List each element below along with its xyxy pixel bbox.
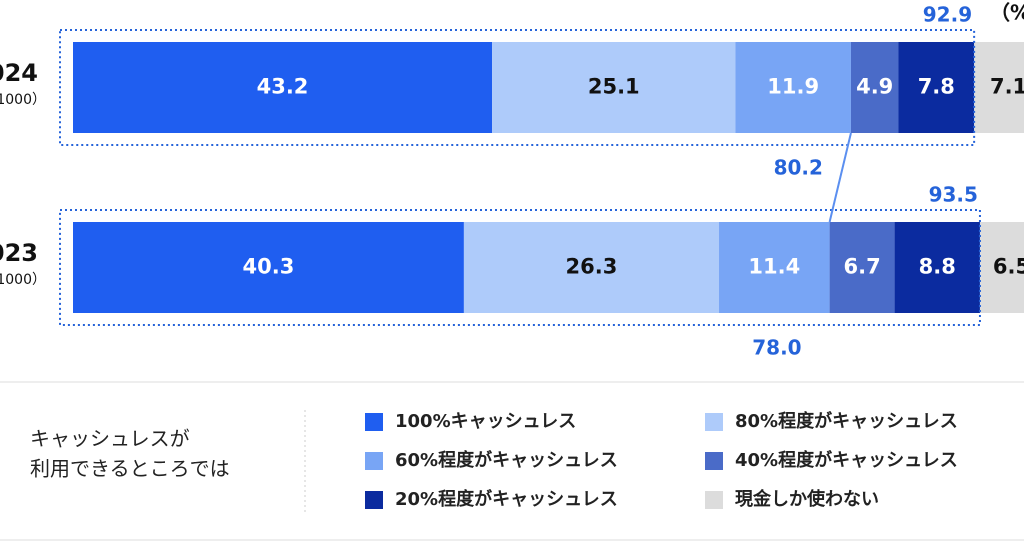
value-label: 26.3 (566, 255, 618, 279)
legend-swatch (705, 452, 723, 470)
value-label: 7.8 (918, 75, 955, 99)
legend-swatch (705, 491, 723, 509)
category-label: 024 (0, 59, 38, 87)
legend-swatch (365, 452, 383, 470)
category-note: 1000） (0, 272, 46, 288)
annotation-label: 78.0 (752, 336, 801, 360)
annotation-box (59, 29, 976, 146)
bar-segment (719, 222, 830, 313)
legend-swatch (705, 413, 723, 431)
bar-segment (73, 42, 493, 133)
legend-label: 20%程度がキャッシュレス (395, 488, 618, 510)
unit-label: （% (990, 1, 1024, 25)
bar-segment (735, 42, 851, 133)
value-label: 25.1 (588, 75, 640, 99)
bar-segment (979, 222, 1024, 313)
legend-title: 利用できるところでは (30, 457, 230, 481)
bar-segment (898, 42, 975, 133)
legend-label: 現金しか使わない (735, 488, 879, 510)
value-label: 43.2 (257, 75, 309, 99)
legend-swatch (365, 413, 383, 431)
value-label: 6.5 (993, 255, 1024, 279)
value-label: 8.8 (919, 255, 956, 279)
bar-segment (829, 222, 895, 313)
value-label: 11.9 (767, 75, 819, 99)
annotation-label: 92.9 (923, 3, 972, 27)
connector-line (828, 132, 852, 223)
bar-segment (492, 42, 736, 133)
bar-segment (850, 42, 899, 133)
value-label: 11.4 (748, 255, 800, 279)
bar-segment (463, 222, 720, 313)
annotation-label: 93.5 (929, 183, 978, 207)
value-label: 6.7 (843, 255, 880, 279)
category-note: 1000） (0, 92, 46, 108)
value-label: 7.1 (990, 75, 1024, 99)
bar-segment (73, 222, 464, 313)
bar-segment (894, 222, 980, 313)
legend-label: 60%程度がキャッシュレス (395, 449, 618, 471)
legend-label: 100%キャッシュレス (395, 411, 576, 432)
legend-label: 80%程度がキャッシュレス (735, 410, 958, 432)
bar-segment (974, 42, 1024, 133)
annotation-label: 80.2 (774, 156, 823, 180)
category-label: 023 (0, 239, 38, 267)
value-label: 40.3 (243, 255, 295, 279)
legend-label: 40%程度がキャッシュレス (735, 449, 958, 471)
legend-swatch (365, 491, 383, 509)
legend-title: キャッシュレスが (30, 427, 190, 451)
value-label: 4.9 (856, 75, 893, 99)
